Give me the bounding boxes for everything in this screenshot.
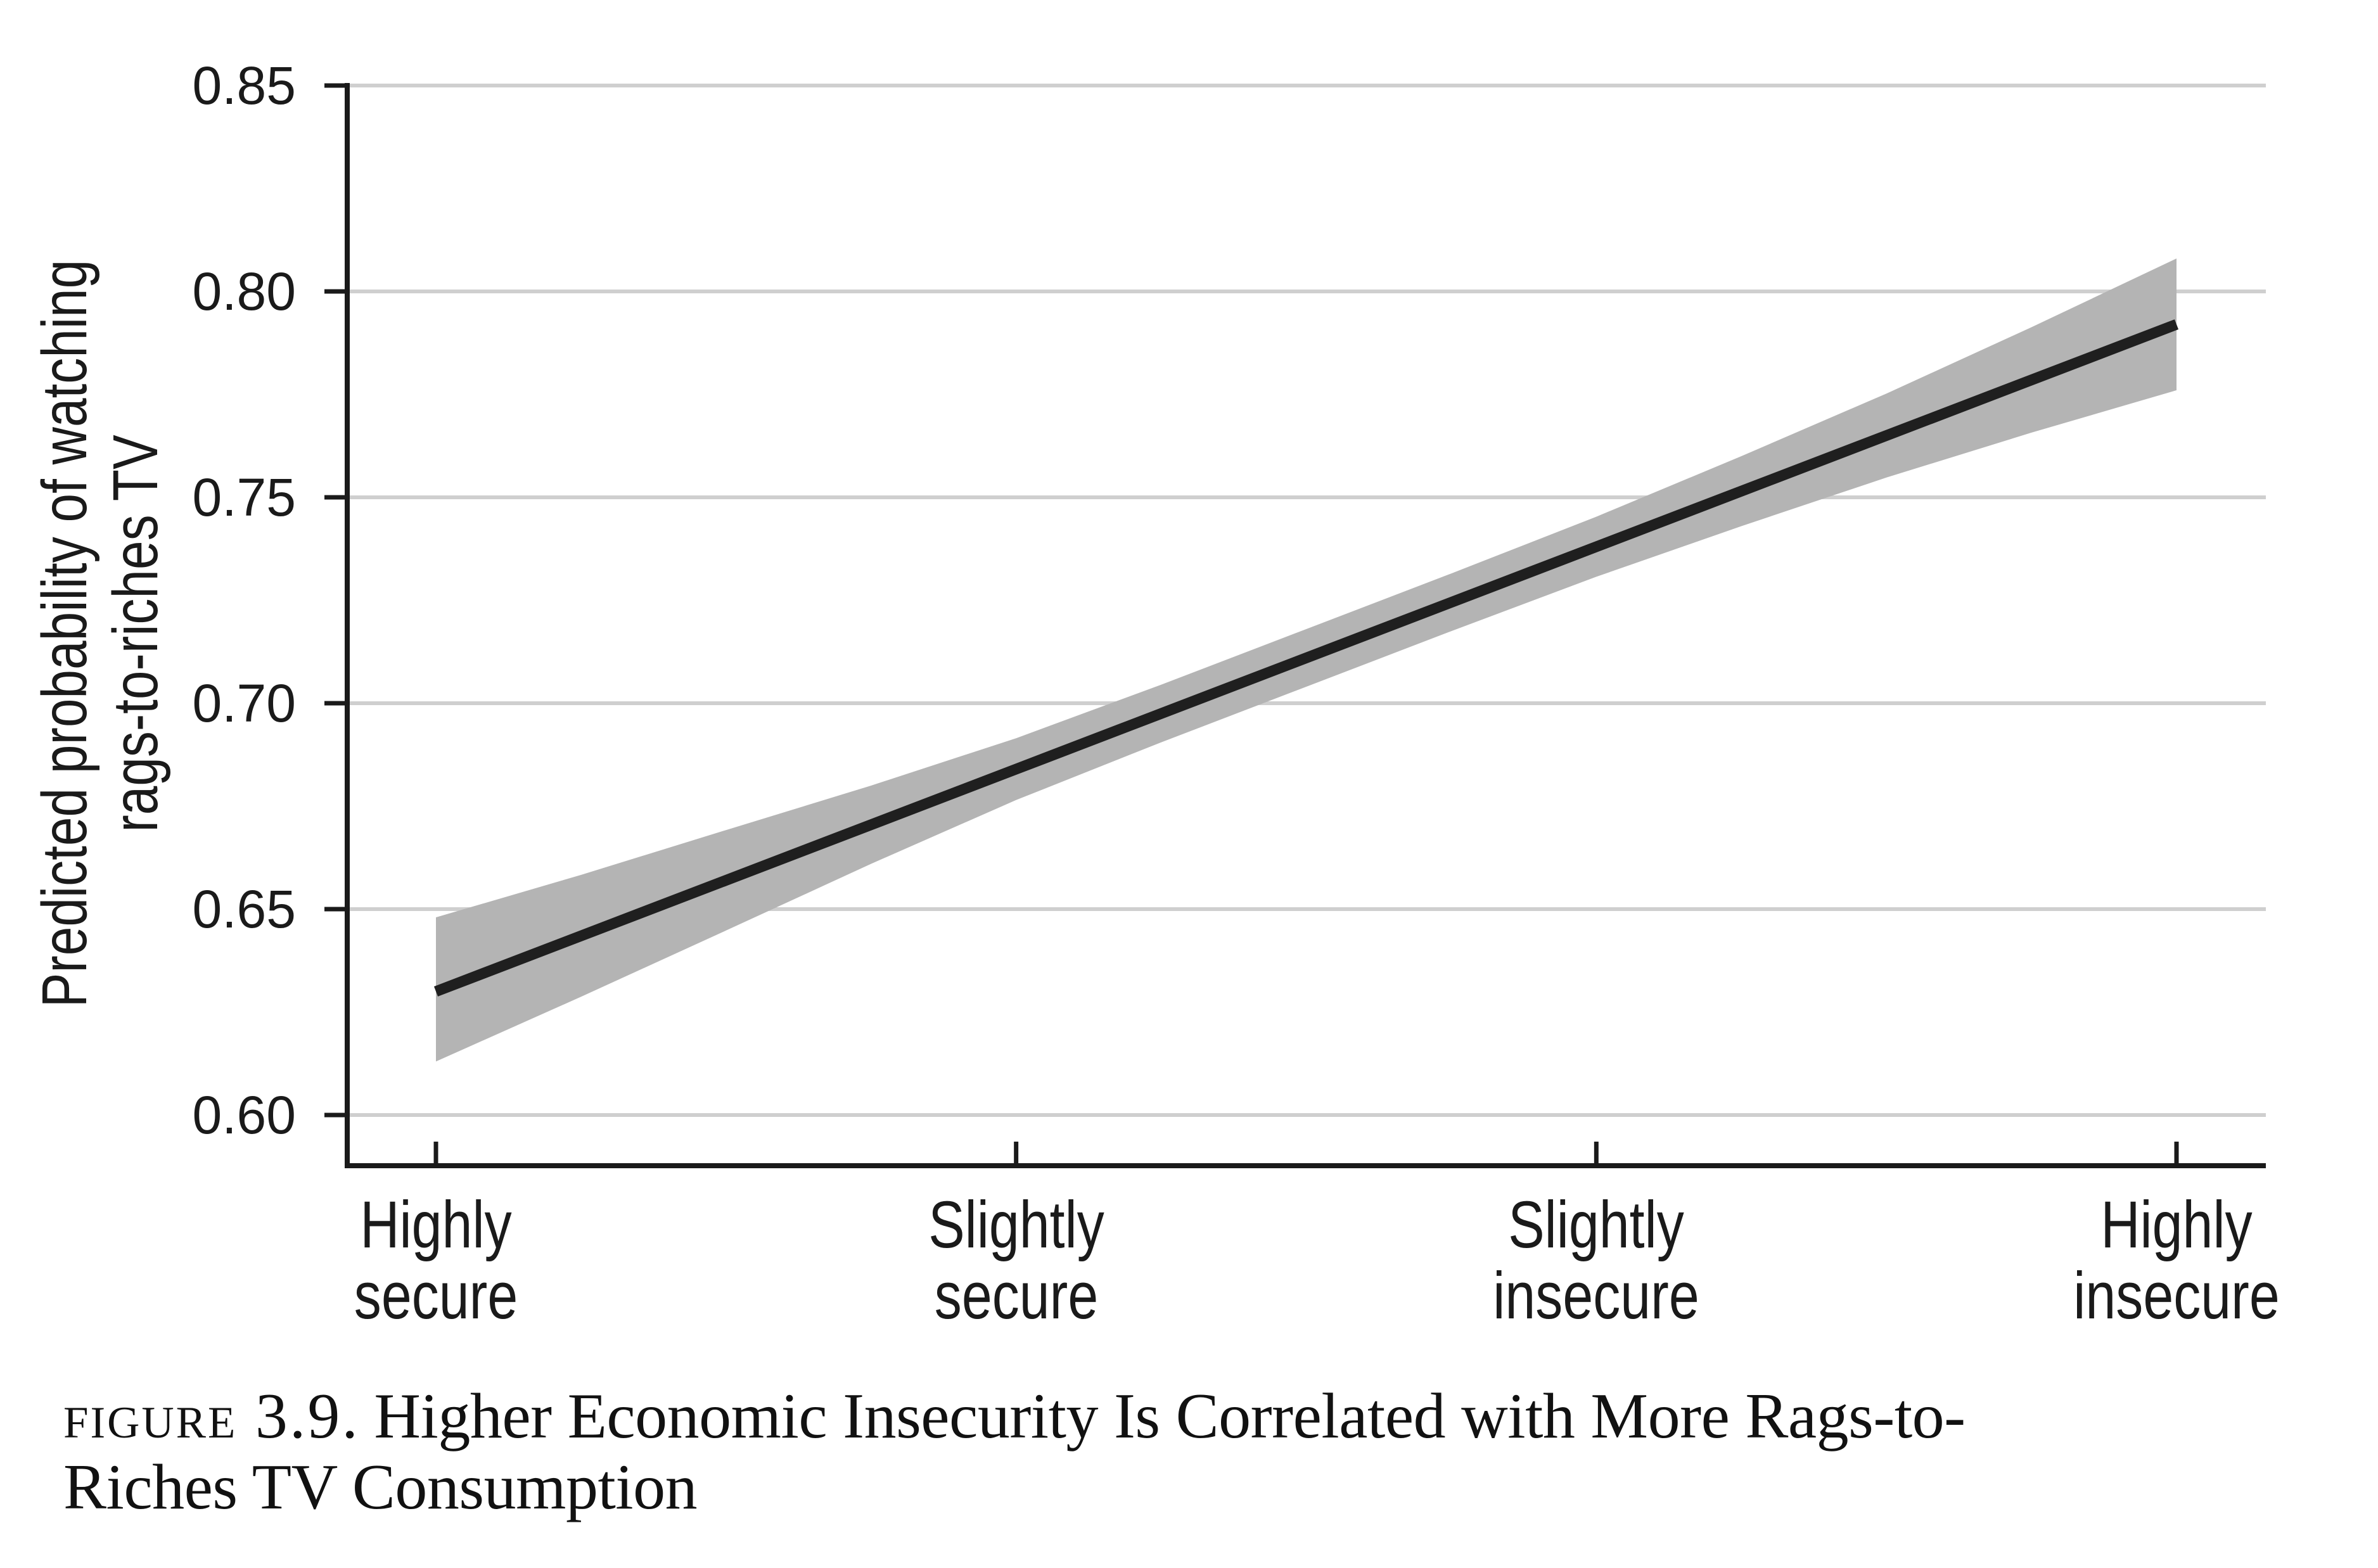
ytick-label: 0.75 — [192, 468, 297, 527]
xtick-label: Highly secure — [254, 1190, 618, 1332]
xtick-label: Highly insecure — [1995, 1190, 2358, 1332]
xtick-label-line1: Slightly — [1508, 1188, 1685, 1262]
xtick-label: Slightly insecure — [1414, 1190, 1778, 1332]
ytick-label: 0.60 — [192, 1085, 297, 1145]
xtick-label-line2: insecure — [2073, 1259, 2280, 1333]
y-axis-title-line1: Predicted probability of watching — [29, 259, 100, 1008]
ytick-label: 0.80 — [192, 262, 297, 321]
xtick-label-line2: secure — [354, 1259, 518, 1333]
caption-line1-text: Higher Economic Insecurity Is Correlated… — [374, 1380, 1966, 1452]
xtick-label-line1: Highly — [360, 1188, 512, 1262]
xtick-label: Slightly secure — [834, 1190, 1198, 1332]
prediction-line — [433, 319, 2179, 997]
figure-caption: Figure 3.9. Higher Economic Insecurity Is… — [63, 1381, 2281, 1523]
caption-line2: Riches TV Consumption — [63, 1451, 698, 1523]
ytick-label: 0.85 — [192, 56, 297, 115]
ytick-label: 0.70 — [192, 673, 297, 733]
ytick-label: 0.65 — [192, 879, 297, 939]
xtick-label-line2: insecure — [1493, 1259, 1700, 1333]
xtick-label-line2: secure — [934, 1259, 1098, 1333]
xtick-label-line1: Highly — [2100, 1188, 2253, 1262]
caption-line1: Figure 3.9. Higher Economic Insecurity Is… — [63, 1381, 2281, 1452]
xtick-label-line1: Slightly — [928, 1188, 1104, 1262]
caption-figure-number: Figure 3.9. — [63, 1380, 360, 1452]
